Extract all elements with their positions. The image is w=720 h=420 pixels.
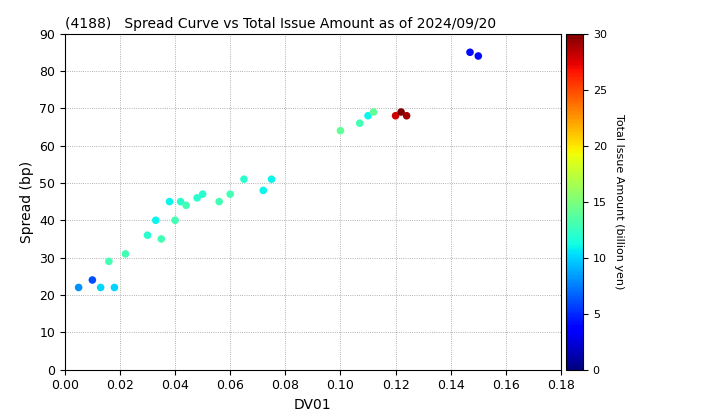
Y-axis label: Spread (bp): Spread (bp) — [19, 160, 34, 243]
Point — [395, 109, 407, 116]
Point — [197, 191, 208, 197]
Point — [109, 284, 120, 291]
Point — [192, 194, 203, 201]
Point — [73, 284, 84, 291]
Point — [95, 284, 107, 291]
Point — [163, 198, 175, 205]
Point — [472, 52, 484, 59]
Point — [401, 113, 413, 119]
Point — [169, 217, 181, 223]
Point — [150, 217, 161, 223]
Point — [258, 187, 269, 194]
Point — [142, 232, 153, 239]
Point — [464, 49, 476, 55]
Y-axis label: Total Issue Amount (billion yen): Total Issue Amount (billion yen) — [613, 114, 624, 289]
Point — [120, 250, 131, 257]
Point — [225, 191, 236, 197]
Text: (4188)   Spread Curve vs Total Issue Amount as of 2024/09/20: (4188) Spread Curve vs Total Issue Amoun… — [65, 17, 496, 31]
Point — [156, 236, 167, 242]
Point — [180, 202, 192, 209]
Point — [266, 176, 277, 183]
Point — [335, 127, 346, 134]
X-axis label: DV01: DV01 — [294, 398, 332, 412]
Point — [354, 120, 366, 126]
Point — [362, 113, 374, 119]
Point — [86, 277, 98, 284]
Point — [390, 113, 401, 119]
Point — [103, 258, 114, 265]
Point — [238, 176, 250, 183]
Point — [175, 198, 186, 205]
Point — [213, 198, 225, 205]
Point — [368, 109, 379, 116]
